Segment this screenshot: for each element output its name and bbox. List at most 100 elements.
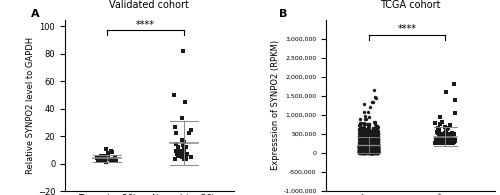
Point	[360, 149, 368, 152]
Point	[363, 143, 371, 146]
Point	[373, 141, 381, 144]
Point	[362, 145, 370, 148]
Point	[366, 143, 374, 146]
Point	[365, 144, 373, 147]
Point	[373, 151, 381, 154]
Point	[358, 130, 366, 133]
Point	[441, 126, 449, 129]
Point	[364, 150, 372, 153]
Point	[364, 148, 372, 151]
Point	[443, 136, 451, 139]
Point	[366, 148, 374, 151]
Point	[364, 126, 372, 129]
Point	[172, 149, 180, 152]
Point	[371, 147, 379, 150]
Point	[367, 147, 375, 150]
Point	[366, 133, 374, 136]
Point	[369, 148, 377, 152]
Point	[360, 150, 368, 153]
Point	[372, 150, 380, 153]
Point	[357, 150, 365, 153]
Point	[358, 147, 366, 151]
Point	[354, 150, 362, 153]
Point	[366, 138, 374, 141]
Point	[95, 157, 103, 160]
Point	[368, 133, 376, 136]
Point	[358, 148, 366, 151]
Point	[367, 140, 375, 143]
Point	[364, 151, 372, 154]
Point	[366, 151, 374, 154]
Point	[174, 150, 182, 153]
Point	[360, 149, 368, 152]
Point	[368, 149, 376, 152]
Point	[363, 143, 371, 146]
Point	[368, 145, 376, 148]
Point	[358, 148, 366, 152]
Point	[370, 150, 378, 153]
Point	[357, 148, 365, 152]
Point	[360, 147, 368, 150]
Point	[434, 140, 442, 144]
Point	[372, 150, 380, 153]
Point	[362, 147, 370, 150]
Point	[370, 146, 378, 150]
Point	[360, 147, 368, 150]
Point	[374, 147, 382, 151]
Point	[362, 143, 370, 146]
Point	[358, 132, 366, 135]
Point	[450, 140, 458, 143]
Point	[436, 122, 444, 125]
Point	[370, 146, 378, 149]
Point	[374, 130, 382, 133]
Point	[360, 110, 368, 113]
Point	[109, 157, 117, 160]
Point	[369, 148, 377, 151]
Point	[358, 150, 366, 153]
Point	[356, 145, 364, 149]
Point	[372, 148, 380, 152]
Point	[356, 147, 364, 150]
Point	[360, 141, 368, 144]
Point	[96, 157, 104, 160]
Point	[354, 148, 362, 151]
Point	[370, 145, 378, 148]
Point	[370, 138, 378, 142]
Point	[362, 135, 370, 138]
Point	[374, 146, 382, 149]
Point	[368, 151, 376, 154]
Point	[360, 151, 368, 154]
Point	[368, 148, 376, 151]
Point	[362, 134, 370, 137]
Point	[360, 142, 368, 145]
Point	[364, 143, 372, 146]
Point	[354, 144, 362, 147]
Point	[374, 150, 382, 153]
Point	[374, 139, 382, 142]
Point	[356, 131, 364, 134]
Point	[364, 132, 372, 135]
Point	[367, 143, 375, 146]
Point	[356, 147, 364, 150]
Point	[439, 141, 447, 144]
Point	[363, 149, 371, 152]
Point	[362, 134, 370, 137]
Point	[362, 135, 370, 138]
Point	[444, 138, 452, 141]
Point	[446, 142, 454, 145]
Point	[360, 150, 368, 153]
Point	[356, 146, 364, 149]
Point	[368, 144, 376, 147]
Point	[368, 146, 376, 149]
Point	[356, 150, 364, 153]
Point	[368, 147, 376, 151]
Point	[374, 140, 382, 143]
Point	[366, 149, 374, 152]
Point	[363, 148, 371, 151]
Point	[370, 150, 378, 153]
Point	[367, 137, 375, 140]
Point	[368, 143, 376, 146]
Point	[370, 149, 378, 152]
Point	[374, 149, 382, 152]
Point	[358, 148, 366, 151]
